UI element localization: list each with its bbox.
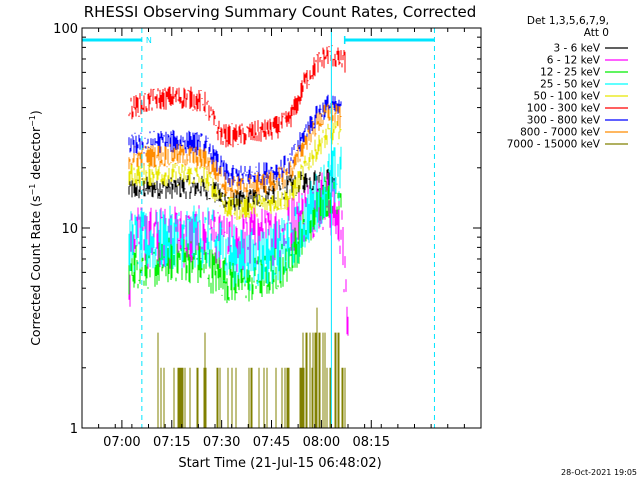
- legend-header: Det 1,3,5,6,7,9,: [527, 15, 609, 27]
- y-tick-label: 100: [53, 22, 78, 37]
- x-tick-label: 08:15: [353, 435, 390, 450]
- y-label-exponent: −1: [28, 115, 37, 127]
- flag-label: N: [146, 36, 152, 45]
- legend-entry-label: 100 - 300 keV: [527, 103, 601, 115]
- legend-entry-label: 800 - 7000 keV: [520, 127, 601, 139]
- y-label-part: Corrected Count Rate (s: [28, 195, 43, 345]
- legend-entry-label: 7000 - 15000 keV: [507, 139, 601, 151]
- axes-layer: 07:00 07:15 07:30 07:45 08:00 08:15 1 10 100: [53, 22, 482, 450]
- x-tick-label: 07:15: [153, 435, 190, 450]
- y-axis-label: Corrected Count Rate (s−1 detector−1): [28, 110, 43, 346]
- series-trace: [157, 307, 346, 428]
- series-800-7000-kev: [128, 103, 342, 199]
- x-tick-label: 07:45: [253, 435, 290, 450]
- y-label-exponent: −1: [28, 184, 37, 196]
- series-7000-15000-kev: [157, 307, 346, 428]
- legend-entry-label: 6 - 12 keV: [547, 55, 601, 67]
- legend-entry-label: 3 - 6 keV: [553, 43, 600, 55]
- x-tick-label: 08:00: [303, 435, 340, 450]
- y-tick-label: 1: [70, 422, 78, 437]
- series-trace: [128, 146, 342, 291]
- y-tick-label: 10: [61, 222, 78, 237]
- legend-entry-label: 12 - 25 keV: [540, 67, 601, 79]
- series-50-100-kev: [128, 121, 342, 220]
- series-100-300-kev: [128, 45, 346, 148]
- x-axis-label: Start Time (21-Jul-15 06:48:02): [178, 456, 381, 471]
- x-tick-label: 07:00: [103, 435, 140, 450]
- legend-header: Att 0: [584, 27, 609, 39]
- legend-entry-label: 50 - 100 keV: [533, 91, 600, 103]
- data-layer: [128, 45, 349, 428]
- chart-title: RHESSI Observing Summary Count Rates, Co…: [84, 3, 477, 21]
- series-trace: [128, 45, 346, 148]
- x-tick-label: 07:30: [203, 435, 240, 450]
- series-trace: [128, 103, 342, 199]
- y-label-part: ): [28, 110, 43, 115]
- series-trace: [128, 121, 342, 220]
- legend-entry-label: 300 - 800 keV: [527, 115, 601, 127]
- flag-layer: N: [82, 28, 435, 428]
- legend-entry-label: 25 - 50 keV: [540, 79, 601, 91]
- series-25-50-kev: [128, 146, 342, 291]
- y-label-part: detector: [28, 126, 43, 184]
- plot-timestamp: 28-Oct-2021 19:05: [561, 468, 637, 477]
